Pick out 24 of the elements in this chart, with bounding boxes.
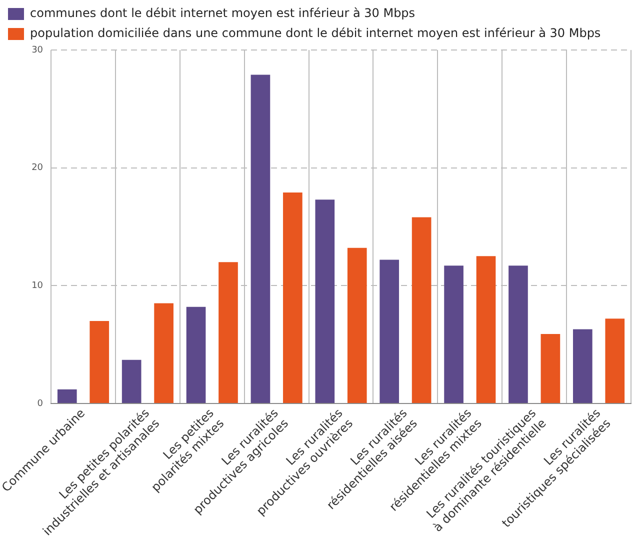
y-tick-label: 20 xyxy=(32,163,44,174)
bar xyxy=(508,266,528,403)
bar xyxy=(540,334,560,403)
bar xyxy=(380,260,400,403)
bar xyxy=(154,303,174,403)
y-tick-label: 0 xyxy=(37,398,44,409)
bar xyxy=(218,262,238,403)
legend-label: population domiciliée dans une commune dont le débit internet moyen est inférieur à 30 Mbps xyxy=(30,26,601,40)
bar xyxy=(347,248,367,403)
bar xyxy=(412,217,432,403)
bar xyxy=(573,329,592,403)
bar xyxy=(250,74,270,403)
bar xyxy=(186,306,206,403)
bar xyxy=(57,389,77,403)
legend-label: communes dont le débit internet moyen est inférieur à 30 Mbps xyxy=(30,6,416,20)
y-tick-label: 30 xyxy=(32,45,44,56)
bar xyxy=(315,200,335,403)
bar xyxy=(444,266,464,403)
bar xyxy=(283,192,302,403)
bar xyxy=(122,360,142,403)
bar xyxy=(90,320,110,403)
y-tick-label: 10 xyxy=(32,280,44,291)
bar xyxy=(476,256,496,403)
bar xyxy=(605,318,625,403)
